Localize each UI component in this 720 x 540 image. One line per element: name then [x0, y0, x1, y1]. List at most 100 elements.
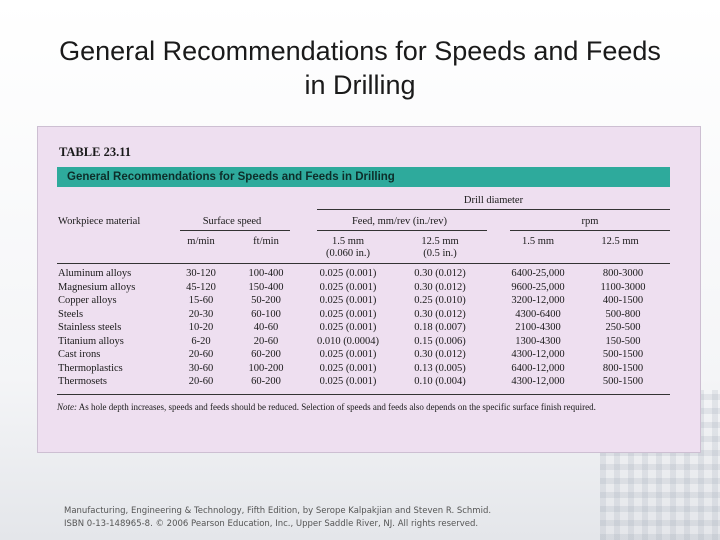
header-feed: Feed, mm/rev (in./rev) [351, 216, 448, 227]
footer-line-1: Manufacturing, Engineering & Technology,… [64, 506, 492, 516]
table-row: Steels 20-30 60-100 0.025 (0.001) 0.30 (… [55, 308, 672, 322]
header-feed-12-5mm-in: (0.5 in.) [423, 248, 457, 259]
cell-rpm-small: 6400-12,000 [511, 362, 565, 374]
cell-material: Magnesium alloys [58, 281, 136, 293]
header-feed-12-5mm: 12.5 mm [421, 236, 459, 247]
cell-rpm-large: 1100-3000 [600, 281, 646, 293]
cell-material: Aluminum alloys [58, 268, 132, 279]
cell-material: Thermoplastics [58, 362, 123, 374]
cell-rpm-large: 800-3000 [602, 268, 644, 279]
header-bottom-rule [57, 263, 670, 264]
table-row: Magnesium alloys 45-120 150-400 0.025 (0… [55, 281, 672, 295]
cell-material: Stainless steels [58, 322, 122, 333]
cell-feed-large: 0.30 (0.012) [414, 281, 466, 293]
cell-feed-large: 0.30 (0.012) [414, 268, 466, 279]
cell-rpm-small: 4300-12,000 [511, 376, 565, 387]
table-row: Cast irons 20-60 60-200 0.025 (0.001) 0.… [55, 348, 672, 362]
table-note: Note: As hole depth increases, speeds an… [57, 401, 657, 413]
table-row: Titanium alloys 6-20 20-60 0.010 (0.0004… [55, 335, 672, 349]
cell-rpm-large: 500-800 [605, 308, 641, 320]
cell-rpm-large: 800-1500 [602, 362, 644, 374]
cell-ft-min: 50-200 [251, 295, 281, 306]
table-label: TABLE 23.11 [59, 145, 132, 159]
cell-feed-small: 0.010 (0.0004) [316, 335, 380, 347]
cell-material: Titanium alloys [58, 335, 124, 347]
header-drill-diameter: Drill diameter [463, 195, 524, 206]
cell-ft-min: 20-60 [253, 335, 279, 347]
table-bottom-rule [57, 394, 670, 395]
cell-ft-min: 100-200 [248, 362, 284, 374]
cell-ft-min: 60-200 [251, 376, 281, 387]
cell-m-min: 20-60 [188, 376, 214, 387]
cell-rpm-small: 1300-4300 [515, 335, 561, 347]
cell-rpm-large: 500-1500 [602, 349, 644, 360]
cell-m-min: 6-20 [191, 335, 211, 347]
footer-line-2: ISBN 0-13-148965-8. © 2006 Pearson Educa… [64, 518, 479, 529]
cell-ft-min: 60-200 [251, 349, 281, 360]
table-row: Aluminum alloys 30-120 100-400 0.025 (0.… [55, 267, 672, 281]
slide-title: General Recommendations for Speeds and F… [0, 34, 720, 102]
slide-title-line-1: General Recommendations for Speeds and F… [59, 36, 661, 66]
cell-rpm-small: 2100-4300 [515, 322, 561, 333]
cell-feed-large: 0.30 (0.012) [414, 349, 466, 360]
header-feed-1-5mm-in: (0.060 in.) [325, 248, 371, 259]
cell-feed-small: 0.025 (0.001) [319, 349, 377, 360]
header-surface-speed: Surface speed [202, 216, 262, 227]
cell-feed-large: 0.13 (0.005) [414, 362, 466, 374]
note-label: Note: [57, 402, 77, 412]
cell-rpm-large: 500-1500 [602, 376, 644, 387]
cell-rpm-large: 250-500 [605, 322, 641, 333]
cell-rpm-large: 400-1500 [602, 295, 644, 306]
header-rpm: rpm [581, 216, 599, 227]
cell-rpm-small: 4300-12,000 [511, 349, 565, 360]
cell-feed-small: 0.025 (0.001) [319, 308, 377, 320]
cell-rpm-small: 6400-25,000 [511, 268, 565, 279]
header-rpm-12-5mm: 12.5 mm [601, 236, 639, 247]
cell-material: Steels [58, 308, 84, 320]
cell-ft-min: 60-100 [251, 308, 281, 320]
header-workpiece-material: Workpiece material [58, 216, 141, 227]
cell-feed-large: 0.30 (0.012) [414, 308, 466, 320]
footer-credit: Manufacturing, Engineering & Technology,… [64, 505, 604, 530]
cell-feed-large: 0.15 (0.006) [414, 335, 466, 347]
cell-rpm-small: 3200-12,000 [511, 295, 565, 306]
cell-ft-min: 150-400 [248, 281, 284, 293]
note-text: As hole depth increases, speeds and feed… [78, 402, 596, 412]
cell-m-min: 30-60 [188, 362, 214, 374]
cell-rpm-small: 4300-6400 [515, 308, 561, 320]
cell-material: Cast irons [58, 349, 101, 360]
cell-feed-small: 0.025 (0.001) [319, 362, 377, 374]
cell-material: Copper alloys [58, 295, 117, 306]
header-rule-feed [317, 230, 487, 231]
cell-ft-min: 100-400 [248, 268, 284, 279]
cell-m-min: 20-30 [188, 308, 214, 320]
speeds-feeds-table: TABLE 23.11 General Recommendations for … [55, 143, 672, 435]
table-row: Stainless steels 10-20 40-60 0.025 (0.00… [55, 321, 672, 335]
header-m-min: m/min [187, 236, 215, 247]
cell-rpm-large: 150-500 [605, 335, 641, 347]
table-row: Copper alloys 15-60 50-200 0.025 (0.001)… [55, 294, 672, 308]
header-ft-min: ft/min [253, 236, 279, 247]
cell-m-min: 10-20 [188, 322, 214, 333]
header-rule-rpm [510, 230, 670, 231]
cell-m-min: 20-60 [188, 349, 214, 360]
cell-m-min: 45-120 [186, 281, 216, 293]
cell-ft-min: 40-60 [253, 322, 279, 333]
table-row: Thermosets 20-60 60-200 0.025 (0.001) 0.… [55, 375, 672, 389]
cell-feed-small: 0.025 (0.001) [319, 281, 377, 293]
cell-m-min: 15-60 [188, 295, 214, 306]
cell-feed-small: 0.025 (0.001) [319, 322, 377, 333]
cell-feed-small: 0.025 (0.001) [319, 268, 377, 279]
cell-material: Thermosets [58, 376, 107, 387]
cell-m-min: 30-120 [186, 268, 216, 279]
table-caption: General Recommendations for Speeds and F… [57, 167, 670, 187]
cell-feed-large: 0.25 (0.010) [414, 295, 466, 306]
slide-title-line-2: in Drilling [304, 70, 416, 100]
cell-feed-small: 0.025 (0.001) [319, 376, 377, 387]
table-row: Thermoplastics 30-60 100-200 0.025 (0.00… [55, 362, 672, 376]
header-rpm-1-5mm: 1.5 mm [521, 236, 555, 247]
header-rule-group [317, 209, 670, 210]
cell-feed-large: 0.18 (0.007) [414, 322, 466, 333]
cell-rpm-small: 9600-25,000 [511, 281, 565, 293]
cell-feed-large: 0.10 (0.004) [414, 376, 466, 387]
